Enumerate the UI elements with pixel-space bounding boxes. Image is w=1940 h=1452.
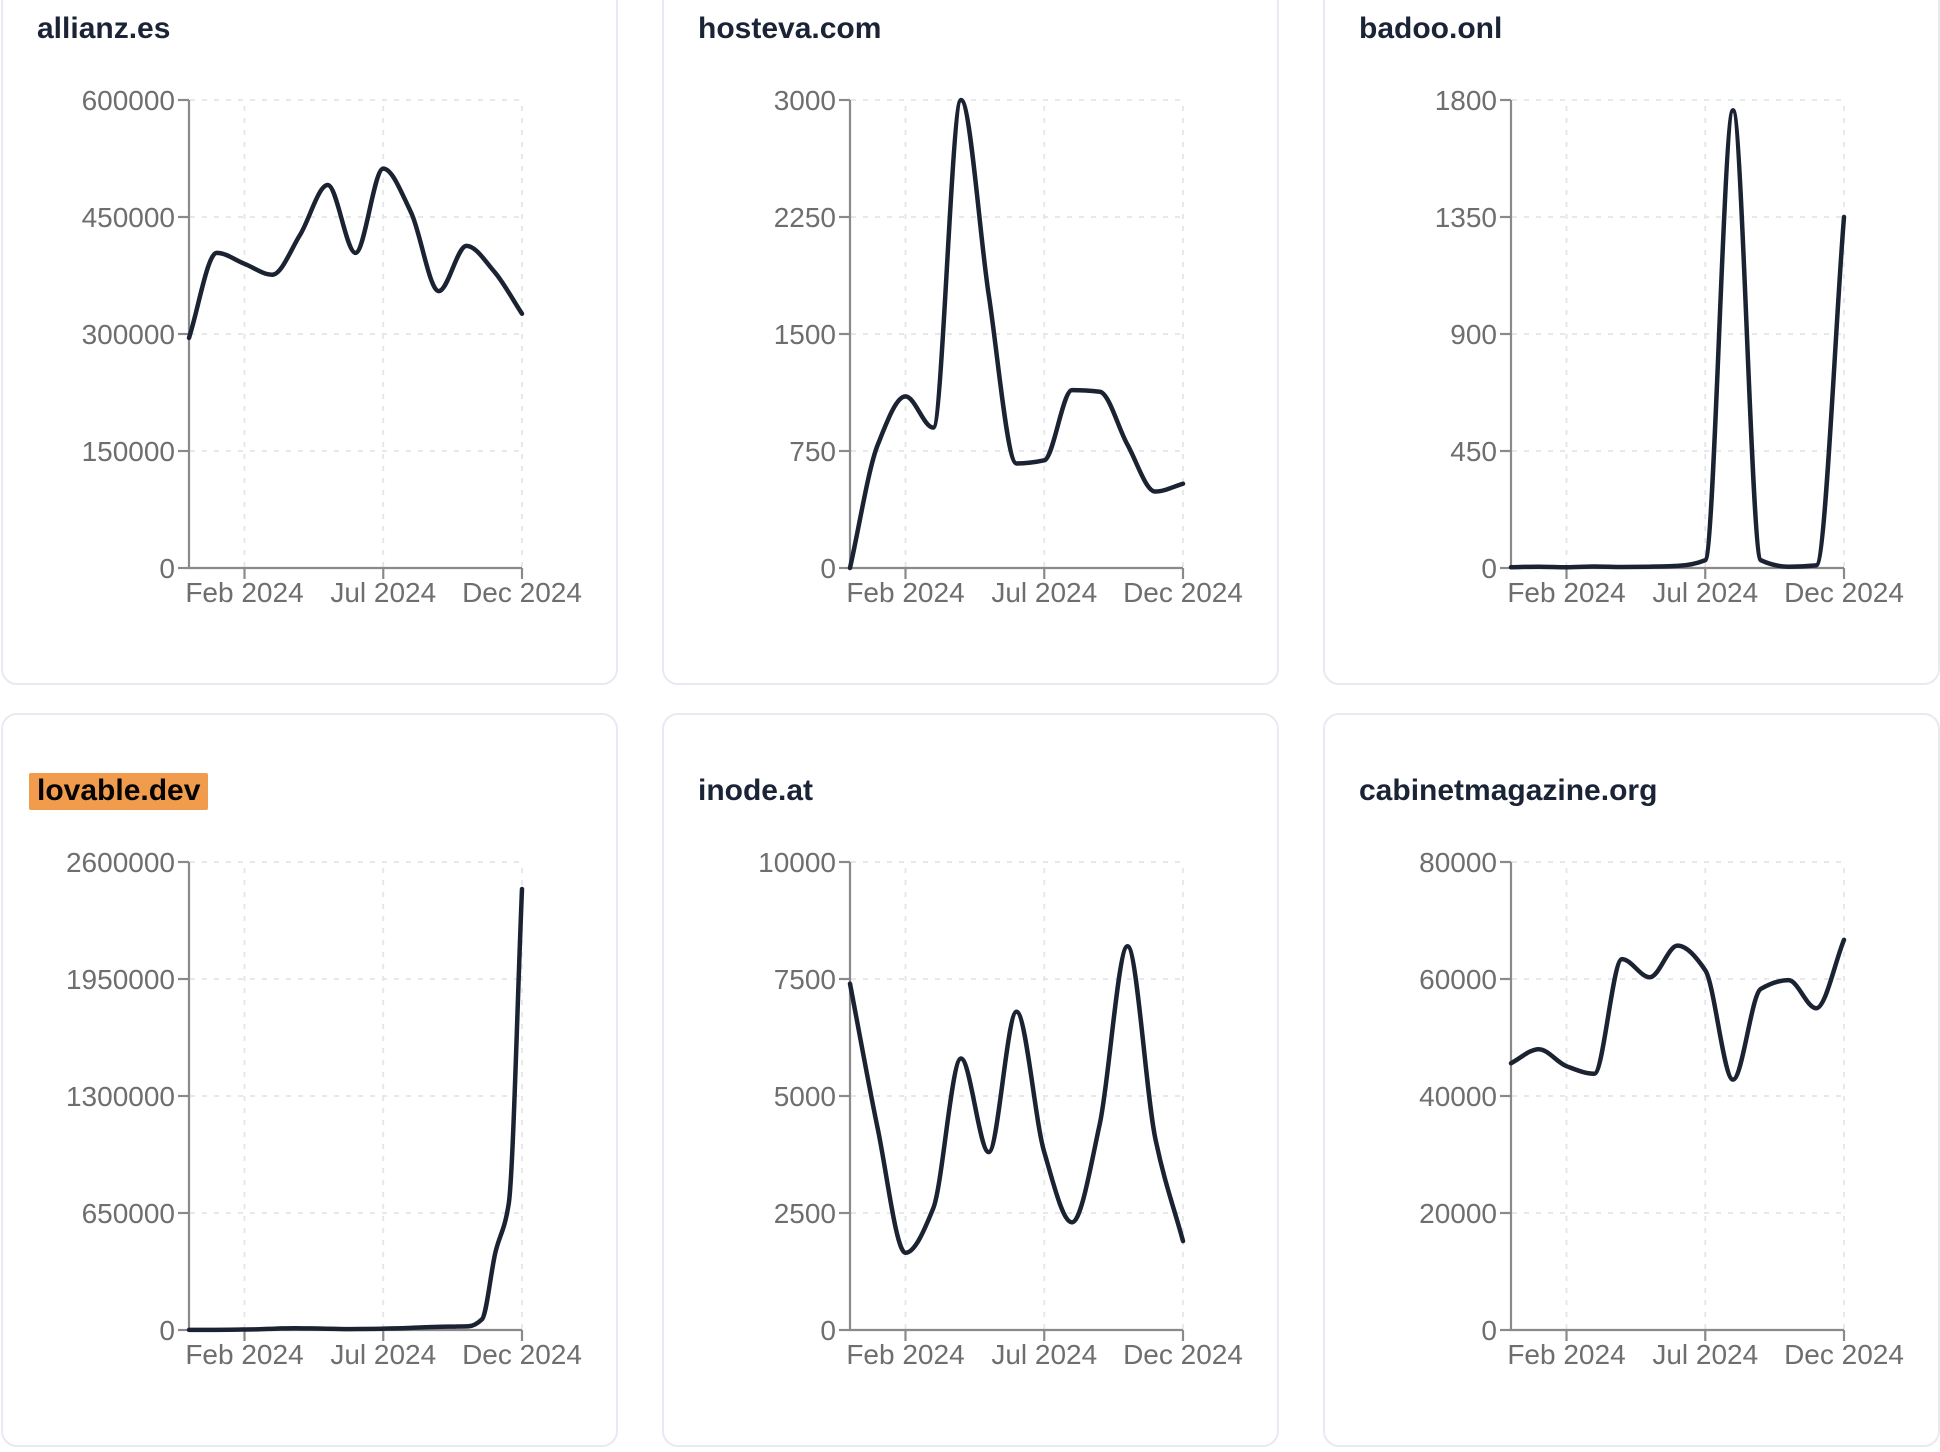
chart-card-lovable-dev: lovable.dev 0 650000 1300000 1950000 2600000 F…: [1, 713, 618, 1447]
y-tick-label: 5000: [774, 1081, 836, 1112]
y-tick-label: 0: [1481, 1315, 1497, 1346]
line-chart: 0 150000 300000 450000 600000 Feb 2024 Jul 202…: [82, 85, 582, 608]
axes: [178, 98, 524, 579]
y-tick-label: 0: [159, 553, 175, 584]
line-chart: 0 750 1500 2250 3000 Feb 2024 Jul 2024 Dec 2024: [774, 85, 1243, 608]
chart-title[interactable]: badoo.onl: [1359, 9, 1502, 49]
axes: [839, 860, 1185, 1341]
x-tick-label: Dec 2024: [1123, 577, 1243, 608]
y-tick-label: 450000: [82, 202, 175, 233]
chart-card-inode-at: inode.at 0 2500 5000 7500 10000 Feb 2024 Jul 20…: [662, 713, 1279, 1447]
line-chart: 0 650000 1300000 1950000 2600000 Feb 2024 Jul …: [66, 847, 582, 1370]
axes: [178, 860, 524, 1341]
y-tick-label: 650000: [82, 1198, 175, 1229]
axis-labels: 0 450 900 1350 1800 Feb 2024 Jul 2024 Dec 2024: [1435, 85, 1904, 608]
line-chart: 0 20000 40000 60000 80000 Feb 2024 Jul 2024 Dec…: [1419, 847, 1904, 1370]
x-tick-label: Jul 2024: [1652, 1339, 1758, 1370]
y-tick-label: 0: [820, 553, 836, 584]
axes: [1500, 98, 1846, 579]
chart-title[interactable]: inode.at: [698, 771, 813, 811]
y-tick-label: 1300000: [66, 1081, 175, 1112]
y-tick-label: 750: [789, 436, 836, 467]
chart-card-hosteva-com: hosteva.com 0 750 1500 2250 3000 Feb 2024 Jul 2…: [662, 0, 1279, 685]
y-tick-label: 3000: [774, 85, 836, 116]
y-tick-label: 10000: [758, 847, 836, 878]
data-line: [847, 97, 1186, 571]
y-tick-label: 150000: [82, 436, 175, 467]
x-tick-label: Feb 2024: [1507, 577, 1625, 608]
y-tick-label: 900: [1450, 319, 1497, 350]
x-tick-label: Feb 2024: [1507, 1339, 1625, 1370]
x-tick-label: Feb 2024: [846, 577, 964, 608]
chart-title-text: badoo.onl: [1359, 12, 1503, 45]
gridlines: [1512, 99, 1845, 567]
x-tick-label: Jul 2024: [330, 1339, 436, 1370]
chart-title[interactable]: cabinetmagazine.org: [1359, 771, 1657, 811]
x-tick-label: Dec 2024: [1123, 1339, 1243, 1370]
axis-labels: 0 750 1500 2250 3000 Feb 2024 Jul 2024 Dec 2024: [774, 85, 1243, 608]
axes: [1500, 860, 1846, 1341]
y-tick-label: 0: [820, 1315, 836, 1346]
line-chart: 0 450 900 1350 1800 Feb 2024 Jul 2024 Dec 2024: [1435, 85, 1904, 608]
y-tick-label: 1350: [1435, 202, 1497, 233]
chart-title[interactable]: allianz.es: [37, 9, 170, 49]
chart-title-text: cabinetmagazine.org: [1359, 774, 1658, 807]
x-tick-label: Dec 2024: [462, 1339, 582, 1370]
y-tick-label: 450: [1450, 436, 1497, 467]
y-tick-label: 2600000: [66, 847, 175, 878]
gridlines: [851, 99, 1184, 567]
gridlines: [190, 861, 523, 1329]
axis-labels: 0 20000 40000 60000 80000 Feb 2024 Jul 2024 Dec…: [1419, 847, 1904, 1370]
y-tick-label: 40000: [1419, 1081, 1497, 1112]
y-tick-label: 0: [1481, 553, 1497, 584]
y-tick-label: 2500: [774, 1198, 836, 1229]
x-tick-label: Jul 2024: [330, 577, 436, 608]
axes: [839, 98, 1185, 579]
axis-labels: 0 2500 5000 7500 10000 Feb 2024 Jul 2024 Dec 20…: [758, 847, 1243, 1370]
y-tick-label: 20000: [1419, 1198, 1497, 1229]
x-tick-label: Feb 2024: [846, 1339, 964, 1370]
data-line: [847, 943, 1186, 1256]
chart-title-text-highlighted: lovable.dev: [29, 773, 209, 810]
chart-title[interactable]: lovable.dev: [29, 771, 209, 811]
y-tick-label: 1950000: [66, 964, 175, 995]
chart-card-badoo-onl: badoo.onl 0 450 900 1350 1800 Feb 2024 Jul 2024…: [1323, 0, 1940, 685]
chart-title[interactable]: hosteva.com: [698, 9, 881, 49]
gridlines: [190, 99, 523, 567]
chart-title-text: inode.at: [698, 774, 814, 807]
y-tick-label: 2250: [774, 202, 836, 233]
chart-card-cabinetmagazine-org: cabinetmagazine.org 0 20000 40000 60000 80000…: [1323, 713, 1940, 1447]
x-tick-label: Jul 2024: [991, 577, 1097, 608]
data-line: [186, 886, 525, 1333]
data-line: [1508, 937, 1847, 1082]
y-tick-label: 7500: [774, 964, 836, 995]
x-tick-label: Feb 2024: [185, 1339, 303, 1370]
chart-title-text: allianz.es: [37, 12, 171, 45]
y-tick-label: 80000: [1419, 847, 1497, 878]
gridlines: [851, 861, 1184, 1329]
x-tick-label: Dec 2024: [462, 577, 582, 608]
axis-labels: 0 150000 300000 450000 600000 Feb 2024 Jul 202…: [82, 85, 582, 608]
chart-title-text: hosteva.com: [698, 12, 882, 45]
line-chart: 0 2500 5000 7500 10000 Feb 2024 Jul 2024 Dec 20…: [758, 847, 1243, 1370]
axis-labels: 0 650000 1300000 1950000 2600000 Feb 2024 Jul …: [66, 847, 582, 1370]
y-tick-label: 1800: [1435, 85, 1497, 116]
gridlines: [1512, 861, 1845, 1329]
chart-card-allianz-es: allianz.es 0 150000 300000 450000 600000 Feb 2…: [1, 0, 618, 685]
x-tick-label: Jul 2024: [991, 1339, 1097, 1370]
data-line: [186, 166, 525, 341]
x-tick-label: Jul 2024: [1652, 577, 1758, 608]
data-line: [1508, 108, 1847, 570]
y-tick-label: 600000: [82, 85, 175, 116]
x-tick-label: Dec 2024: [1784, 1339, 1904, 1370]
y-tick-label: 60000: [1419, 964, 1497, 995]
x-tick-label: Feb 2024: [185, 577, 303, 608]
y-tick-label: 0: [159, 1315, 175, 1346]
y-tick-label: 1500: [774, 319, 836, 350]
y-tick-label: 300000: [82, 319, 175, 350]
x-tick-label: Dec 2024: [1784, 577, 1904, 608]
